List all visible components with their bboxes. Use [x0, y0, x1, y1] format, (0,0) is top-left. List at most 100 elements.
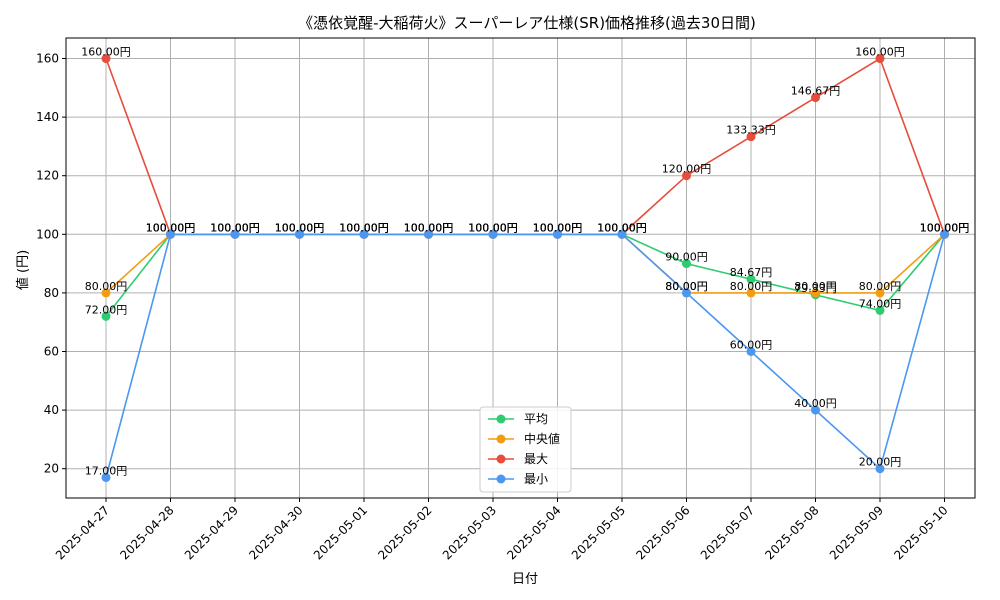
data-label: 160.00円 [855, 46, 905, 59]
data-label: 100.00円 [920, 221, 970, 234]
data-label: 100.00円 [920, 221, 970, 234]
data-label: 100.00円 [339, 221, 389, 234]
data-label: 80.00円 [730, 280, 773, 293]
data-point [746, 288, 756, 298]
x-tick-label: 2025-05-10 [891, 503, 950, 562]
data-labels: 72.00円 100.00円 100.00円 100.00円 100.00円 100.00… [81, 46, 969, 478]
data-label: 72.00円 [85, 303, 128, 316]
data-label: 100.00円 [597, 221, 647, 234]
data-label: 146.67円 [791, 85, 841, 98]
data-label: 133.33円 [726, 124, 776, 137]
chart-title: 《憑依覚醒-大稲荷火》スーパーレア仕様(SR)価格推移(過去30日間) [298, 14, 756, 32]
series-line [105, 233, 946, 478]
x-tick-label: 2025-05-03 [440, 503, 499, 562]
x-tick-label: 2025-05-05 [569, 503, 628, 562]
x-tick-label: 2025-04-27 [53, 503, 112, 562]
x-tick-label: 2025-05-06 [633, 503, 692, 562]
data-label: 100.00円 [404, 221, 454, 234]
data-point [811, 93, 820, 103]
y-tick-label: 120 [36, 169, 59, 183]
data-label: 100.00円 [533, 221, 583, 234]
data-point [811, 288, 820, 298]
data-label: 100.00円 [404, 221, 454, 234]
data-point [101, 472, 111, 482]
data-point [875, 54, 885, 64]
data-label: 100.00円 [404, 221, 454, 234]
data-label: 80.00円 [859, 280, 902, 293]
legend-box [479, 406, 572, 493]
data-point [811, 405, 820, 415]
x-tick-label: 2025-05-09 [827, 503, 886, 562]
data-label: 100.00円 [146, 221, 196, 234]
data-label: 100.00円 [275, 221, 325, 234]
series-line [105, 233, 946, 317]
x-tick-label: 2025-04-30 [246, 503, 305, 562]
data-label: 100.00円 [339, 221, 389, 234]
data-label: 79.33円 [794, 282, 837, 295]
y-tick-label: 160 [36, 52, 59, 66]
data-point [746, 347, 756, 357]
data-label: 100.00円 [210, 221, 260, 234]
data-label: 100.00円 [210, 221, 260, 234]
y-axis: 20 40 60 80 100 120 140 160 [36, 52, 66, 476]
data-label: 90.00円 [665, 251, 708, 264]
legend-marker [496, 474, 506, 484]
data-label: 160.00円 [81, 46, 131, 59]
x-axis-title: 日付 [512, 572, 538, 587]
data-label: 100.00円 [339, 221, 389, 234]
data-point [101, 288, 111, 298]
series-1 [101, 229, 949, 321]
y-tick-label: 60 [44, 345, 59, 359]
legend-label: 最小 [524, 472, 548, 486]
data-label: 60.00円 [730, 339, 773, 352]
data-label: 100.00円 [533, 221, 583, 234]
data-point [166, 229, 175, 239]
data-point [424, 229, 433, 239]
series-4 [101, 229, 949, 482]
x-axis: 2025-04-27 2025-04-28 2025-04-29 2025-04-30… [53, 498, 951, 562]
data-point [875, 464, 885, 474]
data-point [359, 229, 369, 239]
legend-label: 中央値 [524, 431, 560, 446]
data-point [875, 288, 885, 298]
data-point [746, 274, 756, 284]
data-point [295, 229, 304, 239]
y-axis-title: 値 (円) [15, 250, 31, 290]
data-label: 100.00円 [533, 221, 583, 234]
data-label: 100.00円 [146, 221, 196, 234]
data-label: 84.67円 [730, 266, 773, 279]
legend-marker [496, 434, 506, 444]
data-point [101, 311, 111, 321]
data-label: 40.00円 [794, 397, 837, 410]
data-label: 100.00円 [210, 221, 260, 234]
y-tick-label: 140 [36, 110, 59, 124]
data-label: 100.00円 [468, 221, 518, 234]
data-label: 100.00円 [275, 221, 325, 234]
data-label: 74.00円 [859, 297, 902, 310]
series-layer [101, 54, 949, 482]
data-label: 100.00円 [533, 221, 583, 234]
data-point [488, 229, 498, 239]
data-label: 100.00円 [597, 221, 647, 234]
data-label: 120.00円 [662, 163, 712, 176]
x-tick-label: 2025-05-04 [504, 503, 563, 562]
x-tick-label: 2025-05-02 [375, 503, 434, 562]
data-label: 100.00円 [146, 221, 196, 234]
data-label: 100.00円 [146, 221, 196, 234]
data-label: 17.00円 [85, 464, 128, 477]
series-3 [101, 54, 949, 239]
data-label: 80.00円 [794, 280, 837, 293]
data-point [553, 229, 562, 239]
data-label: 20.00円 [859, 456, 902, 469]
data-label: 100.00円 [468, 221, 518, 234]
data-label: 80.00円 [665, 280, 708, 293]
y-tick-label: 20 [44, 462, 59, 476]
data-point [875, 305, 885, 315]
data-label: 100.00円 [468, 221, 518, 234]
data-point [617, 229, 627, 239]
legend-marker [496, 454, 506, 464]
x-tick-label: 2025-04-28 [117, 503, 176, 562]
data-label: 80.00円 [665, 280, 708, 293]
